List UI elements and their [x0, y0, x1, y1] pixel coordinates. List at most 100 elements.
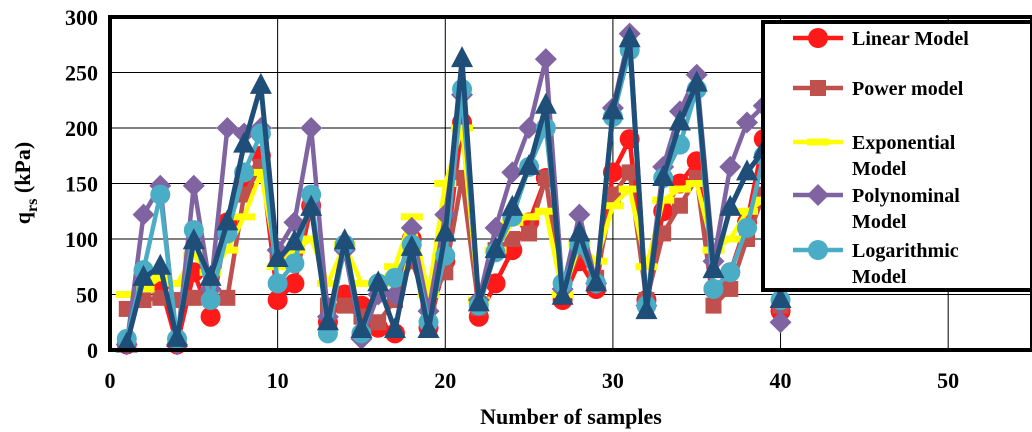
- data-point: [534, 207, 557, 215]
- data-point: [149, 253, 172, 275]
- data-point: [671, 197, 688, 214]
- data-point: [501, 161, 524, 184]
- data-point: [367, 270, 390, 292]
- data-point: [216, 209, 239, 231]
- data-point: [300, 194, 323, 216]
- data-point: [434, 220, 457, 242]
- data-point: [705, 297, 722, 314]
- data-point: [769, 287, 792, 309]
- data-point: [266, 245, 289, 267]
- x-tick-label: 20: [434, 368, 456, 393]
- series-layer: [115, 22, 792, 356]
- data-point: [400, 234, 423, 256]
- data-point: [370, 314, 387, 331]
- data-point: [132, 203, 155, 226]
- y-tick-labels: 0 50 100 150 200 250 300: [65, 5, 98, 363]
- data-point: [504, 231, 521, 247]
- data-point: [601, 98, 624, 120]
- data-point: [350, 279, 373, 287]
- data-point: [185, 289, 202, 306]
- y-axis-title-main: q: [10, 211, 35, 224]
- data-point: [518, 117, 541, 139]
- data-point: [621, 164, 638, 181]
- data-point: [182, 228, 205, 250]
- legend-entry: Exponential Model: [793, 132, 956, 180]
- data-point: [233, 131, 256, 153]
- legend-label: Exponential: [852, 132, 956, 154]
- data-point: [618, 185, 641, 193]
- data-point: [521, 225, 538, 242]
- data-point: [551, 283, 574, 305]
- data-point: [350, 317, 373, 339]
- legend-entry: Polynominal Model: [793, 184, 960, 233]
- data-point: [484, 237, 507, 259]
- data-point: [568, 220, 591, 242]
- series-line: [124, 36, 784, 346]
- series-6: [115, 26, 792, 353]
- data-point: [719, 235, 742, 243]
- data-point: [200, 306, 221, 327]
- data-point: [267, 273, 288, 294]
- data-point: [336, 297, 353, 314]
- legend-label: Linear Model: [852, 28, 969, 50]
- legend-label: Power model: [852, 78, 964, 100]
- data-point: [769, 311, 792, 334]
- y-axis-title-unit: (kPa): [10, 142, 35, 199]
- data-point: [284, 273, 305, 294]
- legend-label: Model: [852, 158, 907, 180]
- data-point: [703, 278, 724, 299]
- legend-marker: [810, 80, 826, 96]
- data-point: [300, 117, 323, 139]
- y-tick-label: 300: [65, 5, 98, 30]
- data-point: [249, 72, 272, 94]
- data-point: [518, 153, 541, 175]
- data-point: [668, 185, 691, 193]
- series-line: [125, 164, 783, 325]
- y-tick-label: 100: [65, 227, 98, 252]
- x-tick-labels: 0 10 20 30 40 50: [105, 368, 960, 393]
- data-point: [485, 273, 506, 294]
- data-point: [115, 331, 138, 353]
- data-point: [115, 291, 138, 298]
- data-point: [534, 92, 557, 114]
- data-point: [316, 279, 339, 287]
- y-tick-label: 150: [65, 172, 98, 197]
- data-point: [719, 194, 742, 216]
- legend-label: Logarithmic: [852, 240, 959, 262]
- data-point: [216, 117, 239, 139]
- data-point: [635, 263, 658, 271]
- data-point: [635, 298, 658, 320]
- data-point: [132, 285, 155, 293]
- data-point: [451, 46, 474, 68]
- data-point: [702, 257, 725, 279]
- data-point: [736, 159, 759, 181]
- data-point: [518, 213, 541, 221]
- legend-marker: [808, 240, 828, 260]
- y-tick-label: 250: [65, 61, 98, 86]
- data-point: [652, 164, 675, 186]
- data-point: [467, 290, 490, 312]
- data-point: [534, 48, 557, 71]
- data-point: [652, 196, 675, 204]
- legend-label: Model: [852, 211, 907, 233]
- legend-entry: Logarithmic Model: [793, 240, 959, 288]
- data-point: [720, 262, 741, 283]
- plot-frame: [108, 15, 1032, 352]
- data-point: [434, 180, 457, 187]
- legend-entry: Linear Model: [793, 28, 969, 50]
- data-point: [736, 207, 759, 215]
- y-tick-label: 0: [87, 338, 98, 363]
- data-point: [166, 279, 189, 287]
- y-tick-label: 200: [65, 116, 98, 141]
- data-point: [249, 168, 272, 176]
- legend-label: Model: [852, 266, 907, 288]
- data-point: [736, 111, 759, 134]
- data-point: [216, 246, 239, 254]
- y-axis-title: qrs (kPa): [10, 142, 41, 224]
- data-point: [668, 109, 691, 131]
- data-point: [601, 202, 624, 210]
- data-point: [132, 264, 155, 286]
- x-tick-label: 0: [105, 368, 116, 393]
- data-point: [685, 70, 708, 92]
